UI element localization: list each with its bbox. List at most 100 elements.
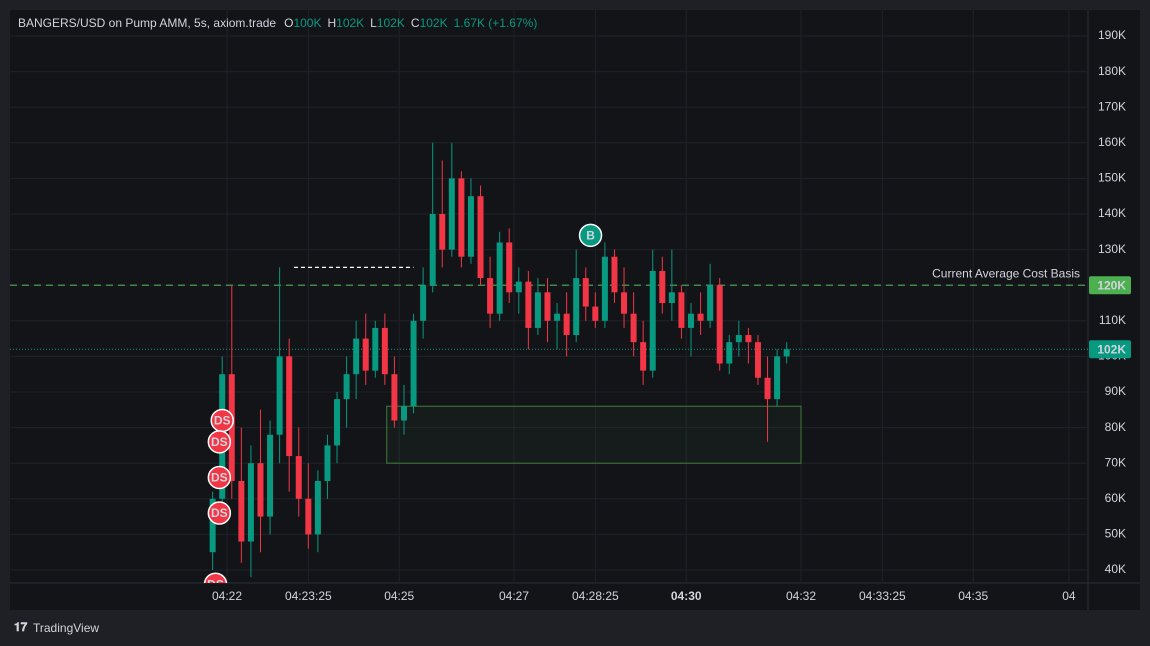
y-tick-label: 140K — [1098, 206, 1126, 220]
cost-basis-text: Current Average Cost Basis — [932, 266, 1080, 280]
x-tick-label: 04:30 — [671, 589, 702, 603]
h-value: 102K — [336, 16, 364, 30]
candle-body — [534, 292, 541, 328]
candle-body — [554, 313, 561, 321]
y-tick-label: 130K — [1098, 242, 1126, 256]
o-value: 100K — [293, 16, 321, 30]
candle-body — [563, 313, 570, 336]
candle-body — [687, 313, 694, 328]
c-value: 102K — [420, 16, 448, 30]
candle-body — [362, 338, 369, 371]
x-tick-label: 04:33:25 — [859, 589, 906, 603]
candle-body — [439, 214, 446, 250]
candle-body — [774, 356, 781, 400]
y-tick-label: 110K — [1099, 313, 1126, 327]
h-label: H — [327, 16, 336, 30]
legend-line: BANGERS/USD on Pump AMM, 5s, axiom.trade… — [18, 16, 537, 30]
candle-body — [286, 356, 293, 457]
trade-marker — [203, 572, 228, 583]
candle-body — [314, 481, 321, 535]
candle-body — [754, 342, 761, 378]
candle-body — [400, 406, 407, 421]
y-tick-label: 70K — [1105, 455, 1126, 469]
y-tick-label: 180K — [1098, 64, 1126, 78]
candle-body — [726, 342, 733, 364]
candle-body — [334, 399, 341, 446]
candle-body — [420, 285, 427, 321]
footer: TradingView — [33, 621, 99, 635]
y-tick-label: 60K — [1105, 491, 1126, 505]
price-tag — [1089, 276, 1131, 295]
candle-body — [601, 256, 608, 321]
candle-body — [525, 281, 532, 328]
x-tick-label: 04:22 — [212, 589, 242, 603]
trade-marker-label: DS — [214, 414, 231, 428]
trade-marker-label: DS — [211, 506, 228, 520]
candle-body — [429, 214, 436, 286]
candle-body — [276, 356, 283, 435]
candle-body — [649, 270, 656, 371]
candle-body — [678, 292, 685, 328]
candle-body — [630, 313, 637, 343]
candle-body — [697, 313, 704, 321]
x-tick-label: 04 — [1062, 589, 1076, 603]
y-tick-label: 80K — [1105, 420, 1126, 434]
change: 1.67K (+1.67%) — [454, 16, 538, 30]
x-tick-label: 04:28:25 — [572, 589, 619, 603]
candle-body — [467, 196, 474, 257]
candle-body — [458, 178, 465, 257]
candle-body — [391, 374, 398, 421]
candle-body — [592, 306, 599, 321]
y-tick-label: 190K — [1098, 28, 1126, 42]
candle-body — [448, 178, 455, 250]
y-tick-label: 150K — [1098, 171, 1126, 185]
candle-body — [668, 292, 675, 303]
candle-body — [381, 327, 388, 375]
candle-body — [410, 320, 417, 407]
l-value: 102K — [377, 16, 405, 30]
candle-body — [735, 335, 742, 343]
l-label: L — [370, 16, 377, 30]
candle-body — [247, 463, 254, 542]
trade-marker — [207, 501, 232, 525]
candle-body — [716, 285, 723, 364]
trade-marker-label: DS — [207, 577, 224, 591]
candle-body — [764, 377, 771, 400]
x-tick-label: 04:23:25 — [285, 589, 332, 603]
candle-body — [257, 463, 264, 517]
candle-body — [621, 292, 628, 314]
y-tick-label: 40K — [1105, 562, 1126, 576]
candle-body — [496, 242, 503, 314]
trade-marker-label: B — [586, 229, 595, 243]
candle-body — [353, 338, 360, 375]
candle-body — [324, 445, 331, 481]
trade-marker — [207, 430, 232, 454]
x-tick-label: 04:27 — [499, 589, 529, 603]
candle-body — [343, 374, 350, 400]
candle-body — [477, 196, 484, 279]
trade-marker-label: DS — [211, 435, 228, 449]
o-label: O — [284, 16, 293, 30]
y-tick-label: 50K — [1105, 527, 1126, 541]
candle-body — [783, 349, 790, 357]
candle-body — [659, 270, 666, 303]
candle-body — [506, 242, 513, 293]
candle-body — [305, 498, 312, 535]
x-tick-label: 04:25 — [384, 589, 414, 603]
candle-body — [544, 292, 551, 321]
trade-marker-label: DS — [211, 471, 228, 485]
x-tick-label: 04:35 — [958, 589, 988, 603]
candle-body — [295, 456, 302, 499]
range-box — [386, 405, 802, 464]
price-tag — [1089, 340, 1131, 359]
price-tag-label: 120K — [1097, 278, 1126, 292]
price-tag-label: 102K — [1097, 342, 1126, 356]
candle-body — [209, 498, 216, 553]
candle-body — [487, 278, 494, 314]
y-tick-label: 170K — [1098, 99, 1126, 113]
c-label: C — [411, 16, 420, 30]
trade-marker — [207, 465, 232, 490]
x-tick-label: 04:32 — [786, 589, 816, 603]
candle-body — [640, 342, 647, 371]
candle-body — [372, 327, 379, 371]
